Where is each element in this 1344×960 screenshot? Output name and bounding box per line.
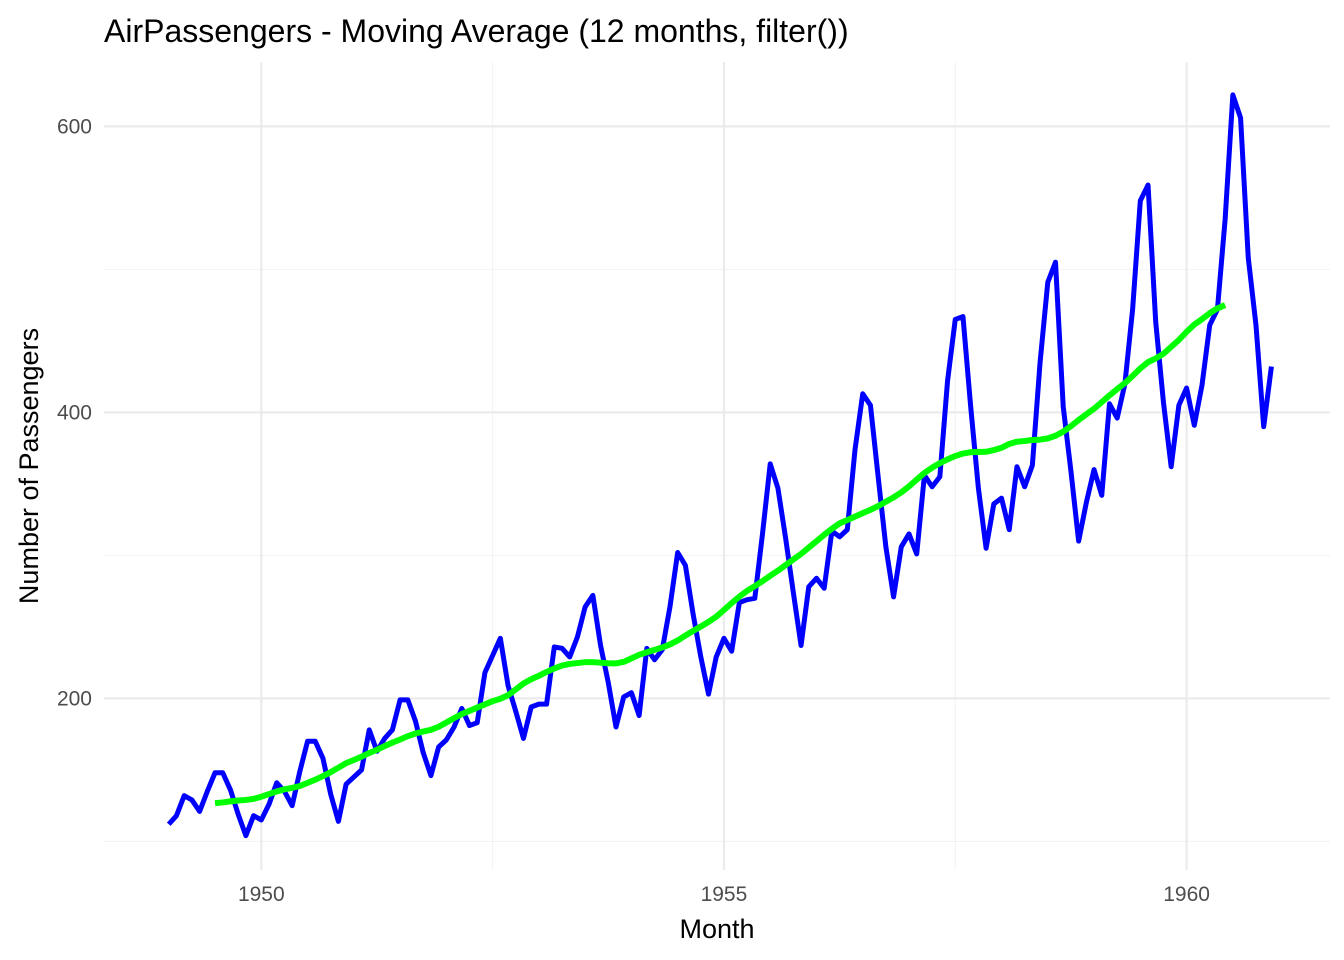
- y-axis-title: Number of Passengers: [14, 328, 44, 604]
- y-axis: 200 400 600: [57, 115, 92, 710]
- chart-title: AirPassengers - Moving Average (12 month…: [104, 13, 849, 49]
- y-tick-label: 400: [57, 401, 92, 424]
- passengers-line: [166, 92, 1274, 839]
- x-axis: 1950 1955 1960: [238, 883, 1210, 906]
- x-axis-title: Month: [679, 914, 754, 944]
- x-tick-label: 1960: [1163, 883, 1210, 906]
- x-tick-label: 1950: [238, 883, 285, 906]
- y-tick-label: 600: [57, 115, 92, 138]
- y-tick-label: 200: [57, 687, 92, 710]
- x-tick-label: 1955: [701, 883, 748, 906]
- moving-average-line: [214, 302, 1227, 807]
- series-layer: [166, 92, 1274, 839]
- grid: [104, 62, 1330, 870]
